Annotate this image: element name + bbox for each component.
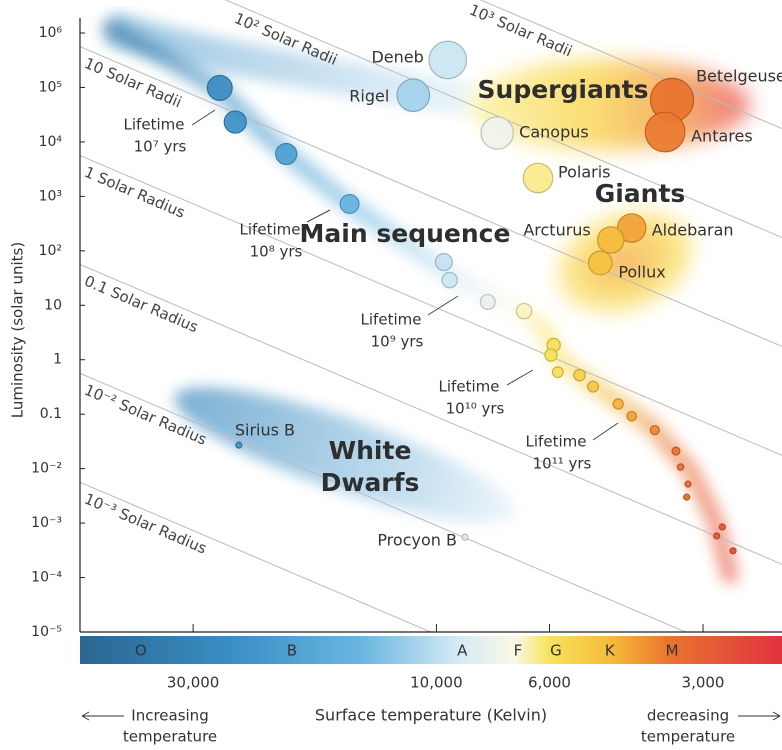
lifetime-label: Lifetime [124,116,185,134]
lifetime-label: Lifetime [439,378,500,396]
y-tick-label: 10⁴ [39,134,63,150]
main-sequence-star [442,272,457,287]
star-label: Deneb [371,47,423,66]
main-sequence-star [677,464,683,470]
lifetime-pointer [428,296,458,315]
y-axis-label: Luminosity (solar units) [9,242,27,418]
radius-line [80,373,782,673]
main-sequence-star [207,76,232,101]
star [589,251,613,275]
spectral-class: O [135,642,147,660]
spectral-class: A [457,642,468,660]
lifetime-label: 10¹¹ yrs [533,455,592,473]
x-axis-label: Surface temperature (Kelvin) [315,706,547,725]
main-sequence-star [613,399,623,409]
radius-label: 1 Solar Radius [82,163,188,222]
star-label: Arcturus [523,221,590,240]
y-tick-label: 10⁻³ [31,515,62,531]
lifetime-label: 10⁹ yrs [371,333,424,351]
main-sequence-star [684,494,690,500]
direction-label: temperature [641,728,735,746]
main-sequence-star [730,548,736,554]
hr-diagram: 10³ Solar Radii10² Solar Radii10 Solar R… [0,0,782,750]
main-sequence-star [719,524,725,530]
main-sequence-star [224,111,246,133]
main-sequence-star [685,481,691,487]
direction-label: temperature [123,728,217,746]
y-tick-label: 10⁻² [31,461,62,477]
lifetime-pointer [593,423,618,440]
main-sequence-star [552,367,563,378]
star-label: Antares [691,127,753,146]
lifetime-label: 10¹⁰ yrs [446,400,505,418]
lifetime-pointer [507,370,533,385]
star-label: Betelgeuse [696,66,782,85]
main-sequence-star [588,381,599,392]
main-sequence-star [672,447,680,455]
y-tick-label: 10 [44,297,62,313]
y-tick-label: 10⁶ [39,25,63,41]
y-tick-label: 10⁻⁵ [31,624,62,640]
main-sequence-star [435,254,452,271]
region-label: Supergiants [478,75,649,104]
x-tick-label: 30,000 [167,674,220,692]
x-tick-label: 6,000 [528,674,571,692]
spectral-class: G [550,642,562,660]
star [481,117,513,149]
lifetime-label: Lifetime [361,311,422,329]
star [236,442,242,448]
y-tick-label: 10⁵ [39,79,62,95]
y-tick-label: 10³ [39,188,62,204]
y-tick-label: 0.1 [40,406,62,422]
spectral-class: F [514,642,523,660]
star-label: Pollux [618,262,665,281]
spectral-class: M [666,642,679,660]
star [523,163,552,192]
lifetime-label: Lifetime [240,221,301,239]
star-label: Rigel [349,87,389,106]
star-label: Sirius B [235,421,295,440]
lifetime-pointer [192,110,215,125]
y-tick-label: 10⁻⁴ [31,570,62,586]
star-label: Aldebaran [652,221,734,240]
x-tick-label: 3,000 [682,674,725,692]
y-tick-label: 10² [39,243,62,259]
direction-label: decreasing [647,707,729,725]
radius-label: 10⁻³ Solar Radius [82,490,210,558]
main-sequence-star [574,370,585,381]
y-tick-label: 1 [53,352,62,368]
main-sequence-star [627,411,636,420]
radius-label: 10³ Solar Radii [467,1,575,61]
star [429,41,467,79]
main-sequence-star [480,295,495,310]
spectral-class: K [605,642,616,660]
x-tick-label: 10,000 [410,674,463,692]
star [645,112,685,152]
star-label: Polaris [558,163,610,182]
region-label: Giants [595,179,686,208]
star-label: Procyon B [377,531,457,550]
region-label: Dwarfs [321,468,420,497]
main-sequence-star [650,426,659,435]
star-label: Canopus [519,122,589,141]
star [397,79,429,111]
radius-label: 0.1 Solar Radius [82,272,201,337]
star [598,227,624,253]
main-sequence-star [545,349,557,361]
lifetime-label: 10⁷ yrs [134,138,187,156]
main-sequence-star [276,143,297,164]
direction-label: Increasing [131,707,208,725]
spectral-class: B [287,642,297,660]
main-sequence-star [714,533,720,539]
region-label: Main sequence [300,219,511,248]
lifetime-label: 10⁸ yrs [250,243,303,261]
lifetime-label: Lifetime [526,433,587,451]
region-label: White [329,436,412,465]
star [462,534,468,540]
main-sequence-star [516,303,531,318]
main-sequence-star [340,195,359,214]
